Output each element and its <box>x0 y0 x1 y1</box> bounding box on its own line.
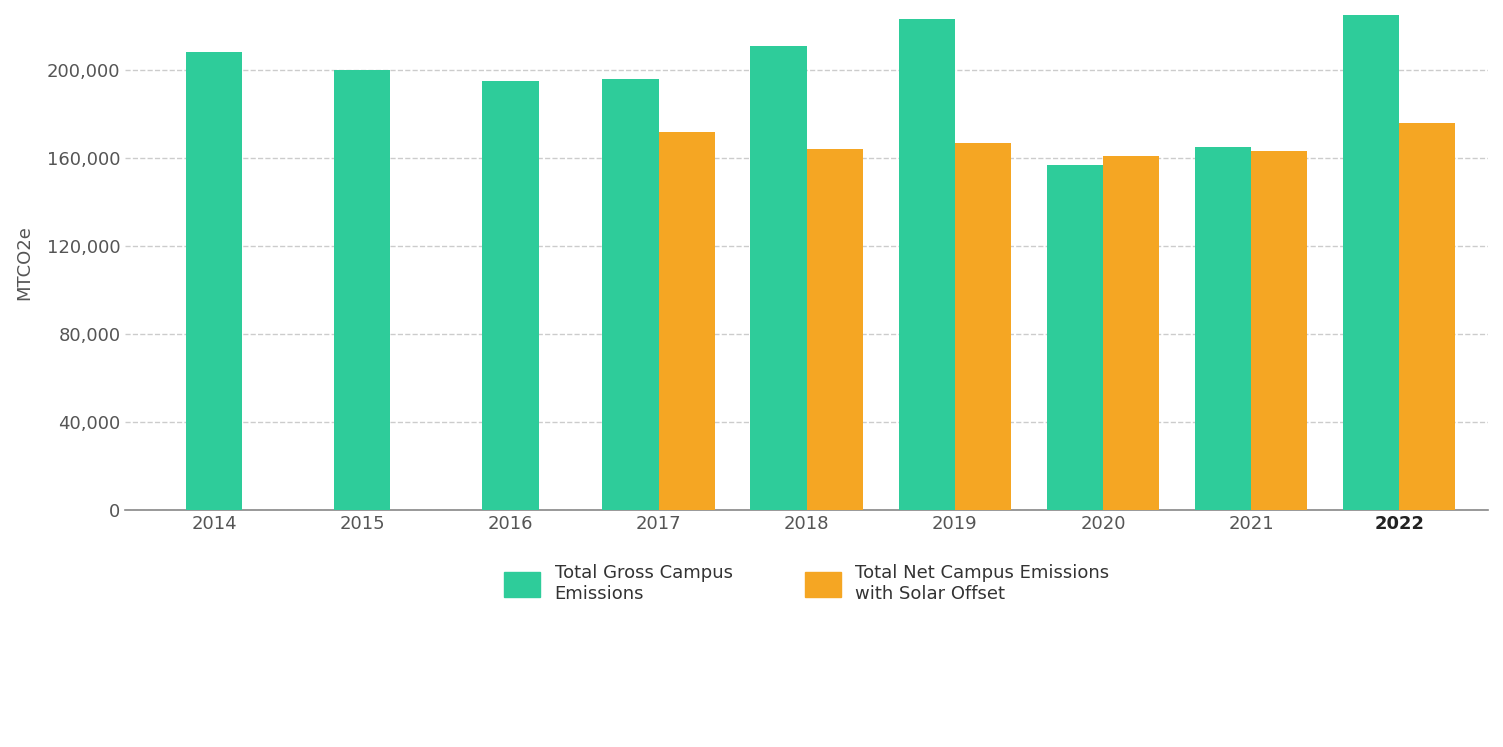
Legend: Total Gross Campus
Emissions, Total Net Campus Emissions
with Solar Offset: Total Gross Campus Emissions, Total Net … <box>496 557 1117 610</box>
Bar <box>1342 1 1399 510</box>
Bar <box>603 78 658 510</box>
Bar <box>186 52 242 510</box>
Bar <box>658 131 715 510</box>
Bar <box>899 19 954 510</box>
Bar <box>1399 123 1455 510</box>
Bar <box>954 143 1012 510</box>
Bar <box>334 70 391 510</box>
Y-axis label: MTCO2e: MTCO2e <box>15 225 33 300</box>
Bar <box>1250 152 1308 510</box>
Bar <box>1046 164 1103 510</box>
Bar <box>807 149 863 510</box>
Bar <box>750 46 807 510</box>
Bar <box>1195 147 1250 510</box>
Bar <box>1103 156 1159 510</box>
Bar <box>482 81 538 510</box>
